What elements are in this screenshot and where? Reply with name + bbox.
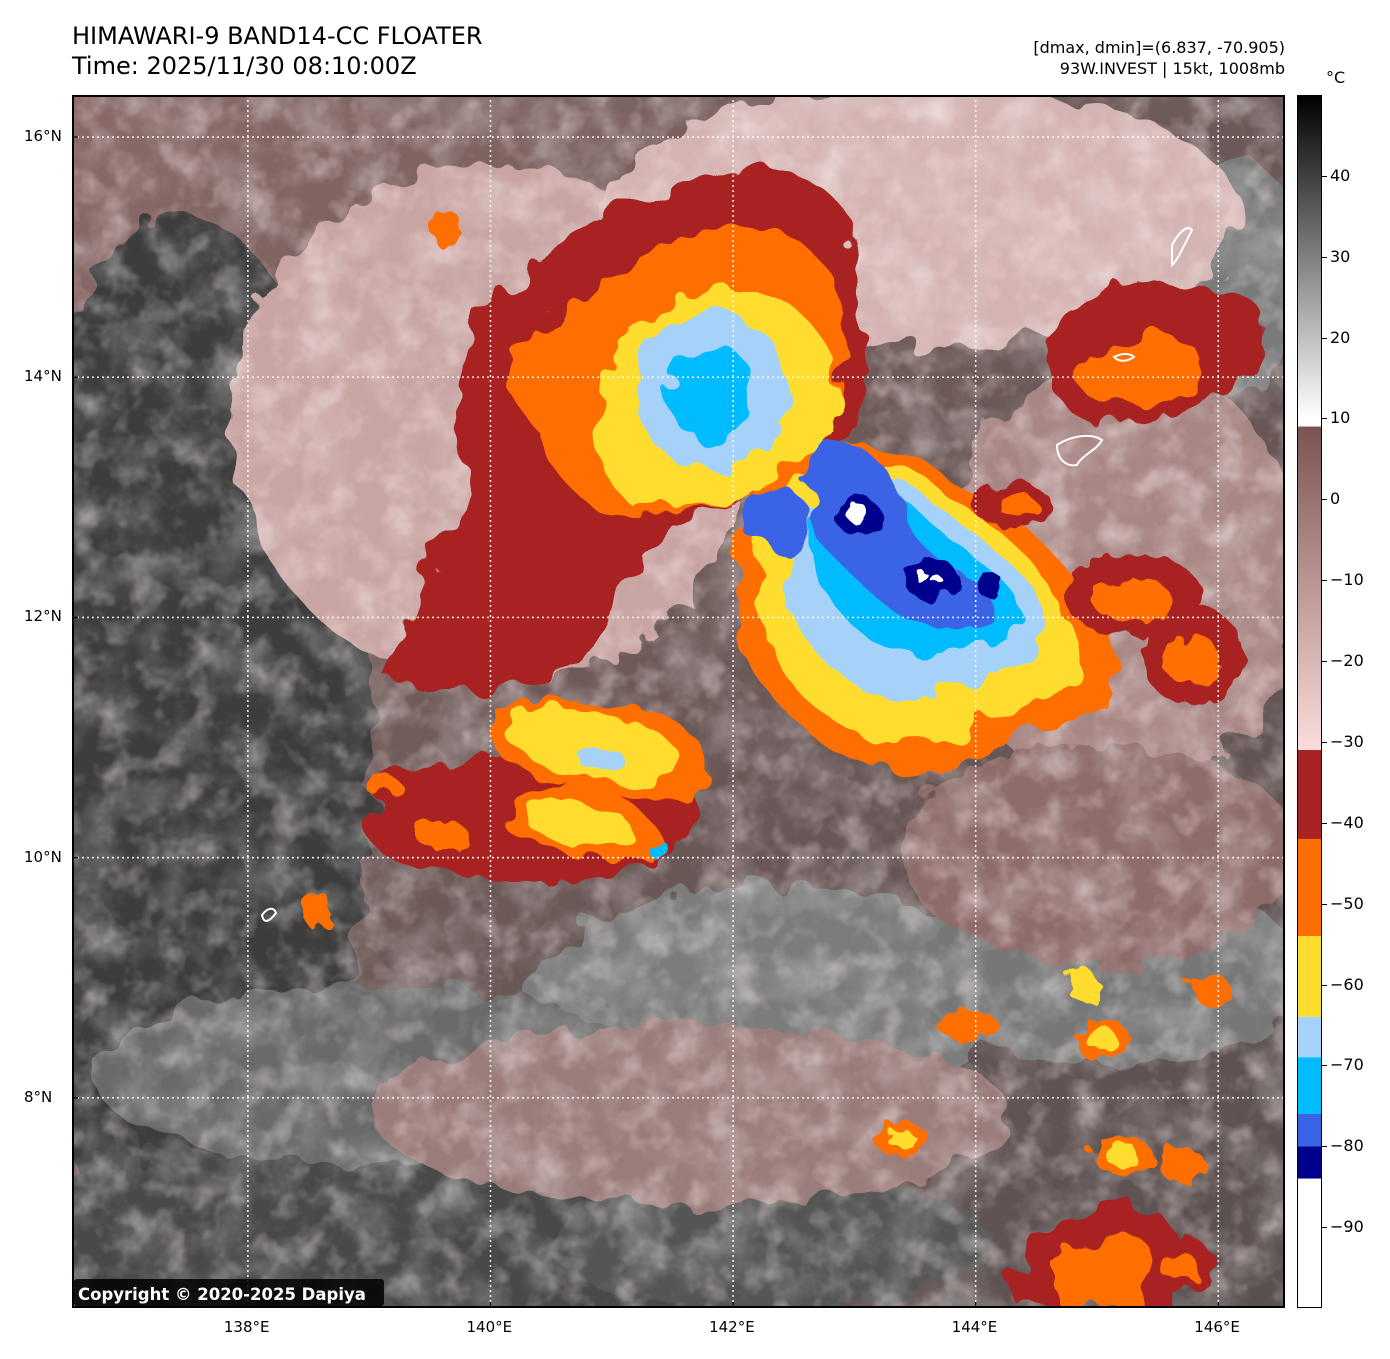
colorbar-band [1297,1113,1322,1147]
colorbar-band [1297,1146,1322,1179]
overshooting-tops [835,495,1002,600]
colorbar [1297,95,1322,1308]
storm-info: 93W.INVEST | 15kt, 1008mb [1059,59,1285,78]
colorbar-tick-label: −80 [1330,1136,1364,1156]
colorbar-tick [1322,984,1327,986]
lat-tick-label: 16°N [24,127,62,146]
colorbar-band [1297,838,1322,937]
colorbar-tick-label: 20 [1330,327,1351,347]
colorbar-tick-label: −50 [1330,893,1364,913]
island-guam [1055,434,1104,467]
colorbar-tick [1322,256,1327,258]
lon-tick-label: 144°E [951,1318,998,1336]
colorbar-band [1297,1057,1322,1114]
colorbar-tick [1322,822,1327,824]
lat-tick-label: 10°N [24,847,62,866]
colorbar-tick [1322,661,1327,663]
colorbar-band [1297,426,1322,751]
convection-southeast [1011,1205,1212,1308]
colorbar-tick-label: 40 [1330,165,1351,185]
colorbar-tick [1322,903,1327,905]
colorbar-tick [1322,580,1327,582]
lon-tick-label: 142°E [709,1318,755,1336]
colorbar-tick [1322,418,1327,420]
colorbar-band [1297,1178,1322,1308]
gridlines [72,95,1285,1308]
colorbar-tick-label: −20 [1330,651,1364,671]
colorbar-tick [1322,175,1327,177]
colorbar-tick-label: −30 [1330,731,1364,751]
island-yap [260,907,278,922]
lat-tick-label: 12°N [24,607,62,626]
lat-tick-label: 8°N [24,1087,53,1106]
colorbar-tick [1322,1146,1327,1148]
coastlines [260,227,1194,922]
colorbar-tick [1322,1065,1327,1067]
colorbar-tick [1322,741,1327,743]
satellite-map: Copyright © 2020-2025 Dapiya [72,95,1285,1308]
colorbar-tick-label: −10 [1330,570,1364,590]
copyright-text: Copyright © 2020-2025 Dapiya [78,1285,366,1304]
lon-tick-label: 138°E [223,1318,270,1336]
colorbar-band [1297,95,1322,419]
colorbar-band [1297,936,1322,1017]
colorbar-tick-label: 30 [1330,246,1351,266]
lon-tick-label: 140°E [466,1318,513,1336]
colorbar-band [1297,750,1322,839]
convection-northeast [1045,284,1269,425]
lon-tick-label: 146°E [1194,1318,1240,1336]
island-rota [1112,353,1136,362]
colorbar-unit: °C [1326,68,1346,87]
colorbar-tick [1322,499,1327,501]
colorbar-tick-label: 0 [1330,489,1341,509]
colorbar-band [1297,1016,1322,1058]
colorbar-tick [1322,1227,1327,1229]
map-time: Time: 2025/11/30 08:10:00Z [72,52,417,80]
map-title: HIMAWARI-9 BAND14-CC FLOATER [72,22,483,50]
colorbar-tick-label: −70 [1330,1055,1364,1075]
colorbar-tick-label: −90 [1330,1217,1364,1237]
colorbar-tick [1322,337,1327,339]
colorbar-tick-label: −40 [1330,812,1364,832]
copyright-box: Copyright © 2020-2025 Dapiya [74,1279,384,1306]
convection-core [735,442,1119,774]
colorbar-tick-label: 10 [1330,408,1351,428]
map-frame [72,95,1285,1308]
island-saipan [1171,227,1194,268]
convection-north [392,168,864,691]
lat-tick-label: 14°N [24,367,62,386]
colorbar-tick-label: −60 [1330,974,1364,994]
scattered-cells [303,210,1242,1181]
dmax-dmin-readout: [dmax, dmin]=(6.837, -70.905) [1033,38,1285,57]
